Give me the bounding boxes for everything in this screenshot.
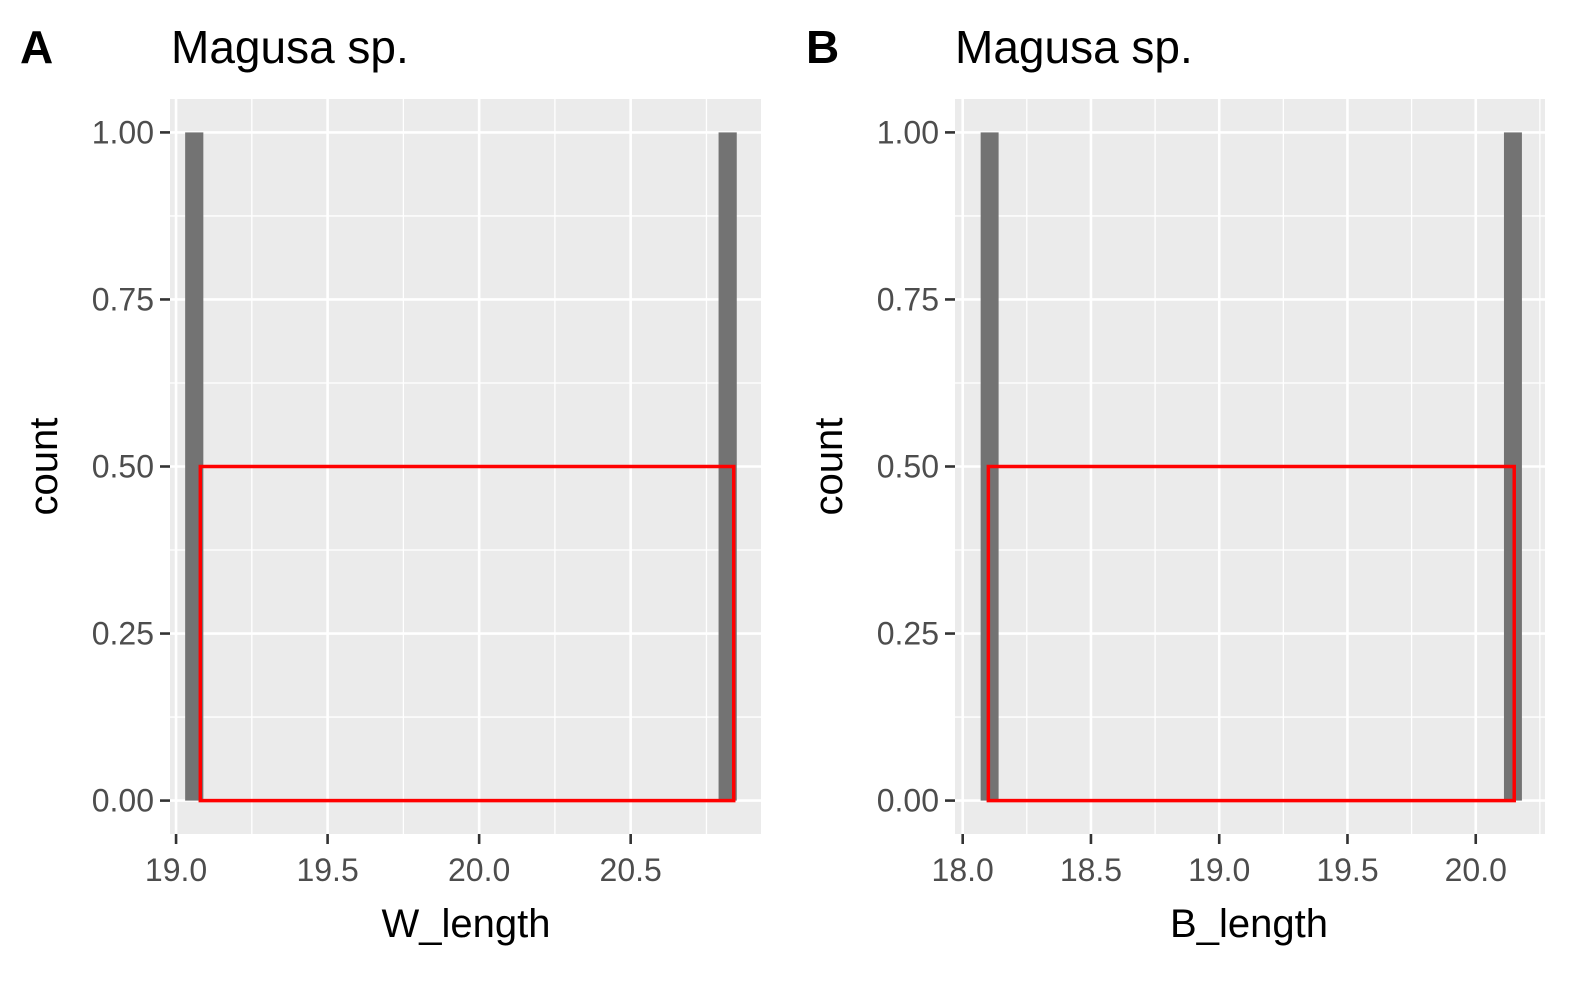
panel-title: Magusa sp.: [171, 21, 409, 73]
x-axis-title: B_length: [1170, 902, 1328, 946]
x-tick-label: 19.5: [296, 852, 358, 888]
y-tick-label: 0.75: [92, 281, 154, 317]
x-tick-label: 20.0: [448, 852, 510, 888]
y-tick-label: 0.00: [877, 783, 939, 819]
x-tick-label: 19.0: [145, 852, 207, 888]
y-tick-label: 0.75: [877, 281, 939, 317]
panel-letter: B: [806, 21, 839, 73]
y-axis-title: count: [807, 418, 851, 516]
y-tick-label: 0.50: [92, 449, 154, 485]
panel-b: 0.00 0.25 0.50 0.75 1.00 18.0 18.5 19.0 19.5 20.0…: [806, 21, 1545, 946]
y-tick-label: 0.00: [92, 783, 154, 819]
y-tick-label: 0.25: [877, 616, 939, 652]
x-tick-label: 20.0: [1445, 852, 1507, 888]
x-tick-label: 18.0: [932, 852, 994, 888]
panel-letter: A: [20, 21, 53, 73]
x-tick-label: 20.5: [600, 852, 662, 888]
x-tick-label: 19.5: [1316, 852, 1378, 888]
y-tick-label: 1.00: [92, 114, 154, 150]
panel-title: Magusa sp.: [955, 21, 1193, 73]
y-tick-label: 0.25: [92, 616, 154, 652]
x-axis-title: W_length: [382, 902, 551, 946]
highlight-rect: [986, 464, 1516, 803]
y-tick-label: 0.50: [877, 449, 939, 485]
x-tick-label: 18.5: [1060, 852, 1122, 888]
y-axis-title: count: [22, 418, 66, 516]
y-tick-label: 1.00: [877, 114, 939, 150]
highlight-rect: [198, 464, 736, 803]
panel-a: 0.00 0.25 0.50 0.75 1.00 19.0 19.5 20.0 20.5 W_le…: [20, 21, 761, 946]
x-tick-label: 19.0: [1188, 852, 1250, 888]
